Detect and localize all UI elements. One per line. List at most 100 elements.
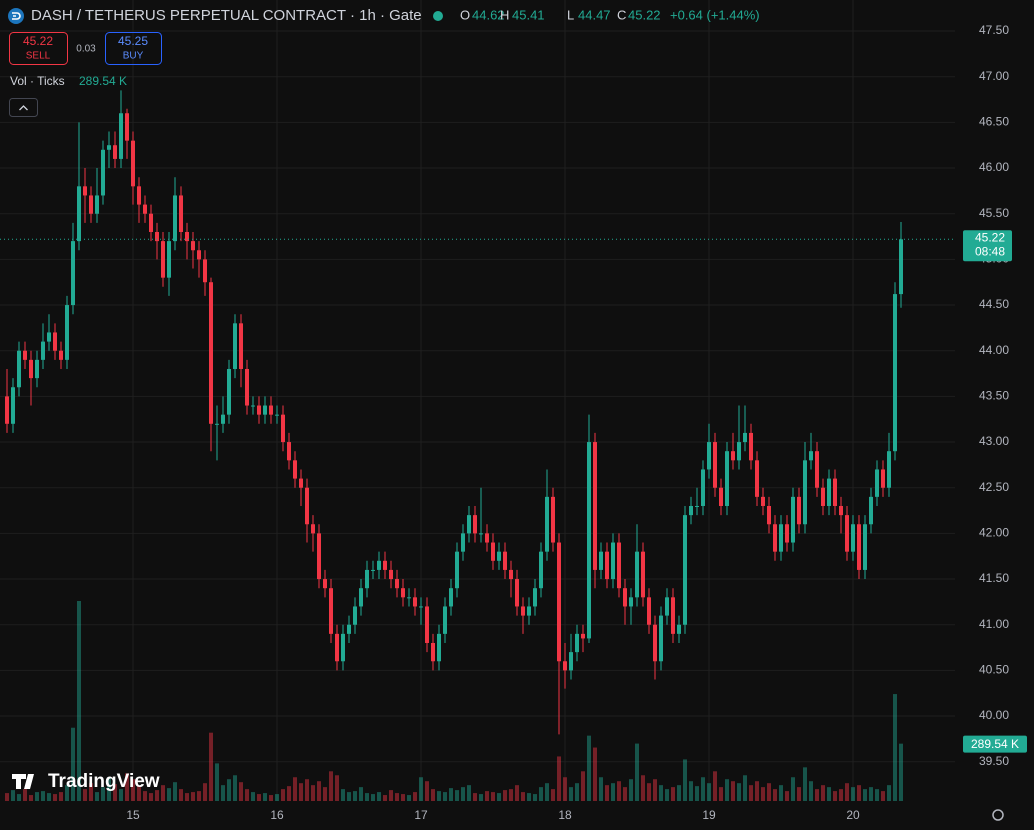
ohlc-label: C xyxy=(617,7,626,22)
candle-body xyxy=(413,597,417,607)
volume-bar xyxy=(467,785,471,801)
volume-bar xyxy=(89,783,93,801)
volume-bar xyxy=(869,787,873,801)
buy-price[interactable]: 45.25 xyxy=(118,34,148,48)
sell-price[interactable]: 45.22 xyxy=(23,34,53,48)
volume-bar xyxy=(485,791,489,801)
sell-label[interactable]: SELL xyxy=(26,51,51,62)
candle-body xyxy=(695,505,699,507)
volume-bar xyxy=(677,785,681,801)
volume-bar xyxy=(173,782,177,801)
candle-body xyxy=(269,405,273,415)
volume-bar xyxy=(53,794,57,801)
candle-body xyxy=(95,195,99,214)
collapse-button[interactable] xyxy=(9,98,38,117)
candle-body xyxy=(635,551,639,598)
y-tick-label: 41.50 xyxy=(979,571,1009,585)
volume-bar xyxy=(563,777,567,801)
candle-body xyxy=(653,624,657,662)
volume-bar xyxy=(719,787,723,801)
volume-bar xyxy=(341,789,345,801)
candle-body xyxy=(473,515,477,534)
volume-bar xyxy=(107,777,111,801)
candle-body xyxy=(881,469,885,488)
candle-body xyxy=(815,451,819,488)
candle-body xyxy=(725,451,729,506)
candle-body xyxy=(713,442,717,488)
sell-button[interactable] xyxy=(9,32,68,65)
volume-bar xyxy=(137,786,141,801)
candle-body xyxy=(425,606,429,643)
candle-body xyxy=(569,652,573,671)
brand-name: TradingView xyxy=(48,771,160,792)
buy-label[interactable]: BUY xyxy=(123,51,144,62)
candle-body xyxy=(587,442,591,639)
candle-body xyxy=(299,478,303,488)
volume-bar xyxy=(95,792,99,801)
volume-bar xyxy=(737,783,741,801)
candle-body xyxy=(209,282,213,424)
volume-bar xyxy=(635,743,639,801)
candle-body xyxy=(437,633,441,662)
candle-body xyxy=(707,442,711,470)
volume-bar xyxy=(539,787,543,801)
ohlc-label: H xyxy=(500,7,509,22)
y-tick-label: 46.50 xyxy=(979,115,1009,129)
y-tick-label: 44.50 xyxy=(979,297,1009,311)
y-tick-label: 39.50 xyxy=(979,754,1009,768)
candle-body xyxy=(215,423,219,425)
buy-button[interactable] xyxy=(105,32,162,65)
volume-bar xyxy=(281,789,285,801)
symbol-title[interactable]: DASH / TETHERUS PERPETUAL CONTRACT · 1h … xyxy=(31,7,422,24)
volume-bar xyxy=(329,771,333,801)
volume-bar xyxy=(749,785,753,801)
volume-bar xyxy=(311,785,315,801)
ohlc-value: 45.41 xyxy=(512,7,545,22)
volume-bar xyxy=(815,789,819,801)
candle-body xyxy=(641,551,645,598)
candle-body xyxy=(311,524,315,534)
candle-body xyxy=(593,442,597,570)
volume-bar xyxy=(797,787,801,801)
volume-bar xyxy=(827,787,831,801)
volume-bar xyxy=(653,779,657,801)
candle-body xyxy=(419,606,423,608)
volume-bar xyxy=(419,777,423,801)
candle-body xyxy=(611,542,615,580)
settings-icon[interactable] xyxy=(992,809,1004,821)
symbol-icon-glyph xyxy=(12,12,21,20)
volume-bar xyxy=(275,794,279,801)
y-tick-label: 43.50 xyxy=(979,389,1009,403)
candle-body xyxy=(293,460,297,479)
volume-bar xyxy=(155,790,159,801)
volume-bar xyxy=(509,789,513,801)
volume-bar xyxy=(659,785,663,801)
candle-body xyxy=(149,213,153,232)
volume-bar xyxy=(299,783,303,801)
volume-bar xyxy=(41,791,45,801)
ohlc-label: O xyxy=(460,7,470,22)
candle-body xyxy=(485,533,489,543)
candle-body xyxy=(443,606,447,634)
volume-bar xyxy=(185,793,189,801)
plot xyxy=(0,90,955,801)
volume-bar xyxy=(533,794,537,801)
candle-body xyxy=(767,505,771,525)
volume-bar xyxy=(257,794,261,801)
x-tick-label: 16 xyxy=(270,808,284,822)
volume-bar xyxy=(35,792,39,801)
volume-bar xyxy=(545,783,549,801)
candle-body xyxy=(833,478,837,506)
candle-body xyxy=(827,478,831,506)
volume-bar xyxy=(317,781,321,801)
volume-bar xyxy=(707,783,711,801)
candle-body xyxy=(761,496,765,506)
candle-body xyxy=(29,359,33,379)
volume-bar xyxy=(461,787,465,801)
y-tick-label: 42.50 xyxy=(979,480,1009,494)
y-tick-label: 42.00 xyxy=(979,526,1009,540)
candle-body xyxy=(539,551,543,589)
candle-body xyxy=(365,569,369,589)
y-tick-label: 40.00 xyxy=(979,708,1009,722)
